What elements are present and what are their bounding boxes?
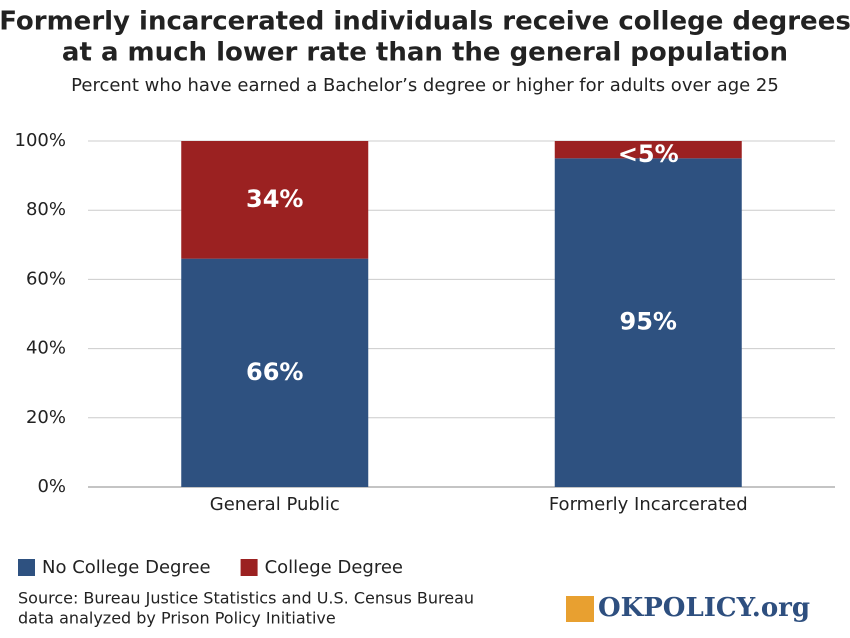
y-tick-label: 20% <box>26 407 66 428</box>
y-tick-label: 100% <box>15 130 66 151</box>
source: Source: Bureau Justice Statistics and U.… <box>18 589 474 608</box>
logo: OKPOLICY.org <box>598 593 810 623</box>
bar-segment <box>181 258 369 487</box>
logo-icon <box>566 596 594 622</box>
value-label: 34% <box>246 185 303 213</box>
value-label: 66% <box>246 358 303 386</box>
chart-title: Formerly incarcerated individuals receiv… <box>0 7 850 37</box>
value-label: 95% <box>620 308 677 336</box>
bar-segment <box>181 141 369 259</box>
x-tick-label: Formerly Incarcerated <box>549 494 748 515</box>
legend-swatch <box>240 559 258 576</box>
y-tick-label: 0% <box>37 476 66 497</box>
chart-subtitle: Percent who have earned a Bachelor’s deg… <box>71 75 779 96</box>
legend-swatch <box>18 559 35 576</box>
bar-segment <box>554 141 742 159</box>
legend-label: College Degree <box>265 557 403 578</box>
x-tick-label: General Public <box>210 494 340 515</box>
y-tick-label: 40% <box>26 338 66 359</box>
source: data analyzed by Prison Policy Initiativ… <box>18 609 336 628</box>
chart-title: at a much lower rate than the general po… <box>62 38 788 68</box>
y-tick-label: 60% <box>26 268 66 289</box>
bar-segment <box>554 158 742 488</box>
legend-label: No College Degree <box>42 557 211 578</box>
value-label: <5% <box>618 140 679 168</box>
y-tick-label: 80% <box>26 199 66 220</box>
